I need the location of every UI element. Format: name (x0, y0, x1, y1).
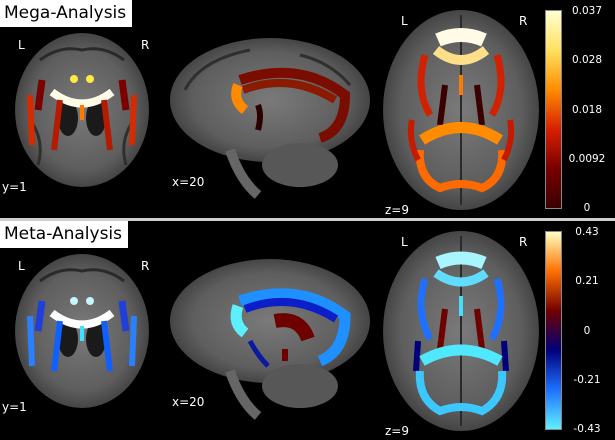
sagittal-view (170, 38, 370, 199)
sagittal-view (170, 259, 370, 420)
colorbar-tick: 0.028 (571, 54, 603, 66)
orientation-right-label: R (141, 38, 150, 52)
orientation-right-label: R (141, 259, 150, 273)
orientation-right-label: R (519, 14, 528, 28)
axial-view (383, 10, 539, 210)
panel-title: Mega-Analysis (0, 0, 133, 27)
axial-view (383, 231, 539, 431)
coronal-view (15, 254, 149, 408)
orientation-left-label: L (18, 38, 25, 52)
coronal-slice-label: y=1 (2, 180, 27, 194)
colorbar-tick: -0.43 (573, 423, 601, 435)
colorbar-tick: 0.0092 (568, 153, 606, 165)
coronal-view (15, 33, 149, 187)
colorbar-tick: 0.43 (575, 226, 599, 238)
orientation-left-label: L (18, 259, 25, 273)
brain-slices-mega (15, 10, 539, 210)
coronal-slice-label: y=1 (2, 400, 27, 414)
colorbar-tick: 0.018 (571, 104, 603, 116)
axial-slice-label: z=9 (385, 424, 409, 438)
colorbar-tick: 0.21 (575, 275, 599, 287)
colorbar (545, 10, 562, 209)
meta-analysis-panel: Meta-Analysis L R L R y=1 x=20 z=9 0.43 … (0, 221, 615, 440)
colorbar-tick: 0 (583, 202, 591, 214)
colorbar-tick: 0 (583, 325, 591, 337)
sagittal-slice-label: x=20 (172, 175, 205, 189)
orientation-left-label: L (401, 235, 408, 249)
brain-slices-meta (15, 231, 539, 431)
mega-analysis-panel: Mega-Analysis L R L R y=1 x=20 z=9 0.037… (0, 0, 615, 218)
panel-title: Meta-Analysis (0, 221, 129, 248)
colorbar (545, 231, 562, 430)
colorbar-tick: -0.21 (573, 374, 601, 386)
orientation-right-label: R (519, 235, 528, 249)
orientation-left-label: L (401, 14, 408, 28)
panel-divider (0, 218, 615, 221)
axial-slice-label: z=9 (385, 203, 409, 217)
sagittal-slice-label: x=20 (172, 395, 205, 409)
colorbar-tick: 0.037 (571, 5, 603, 17)
